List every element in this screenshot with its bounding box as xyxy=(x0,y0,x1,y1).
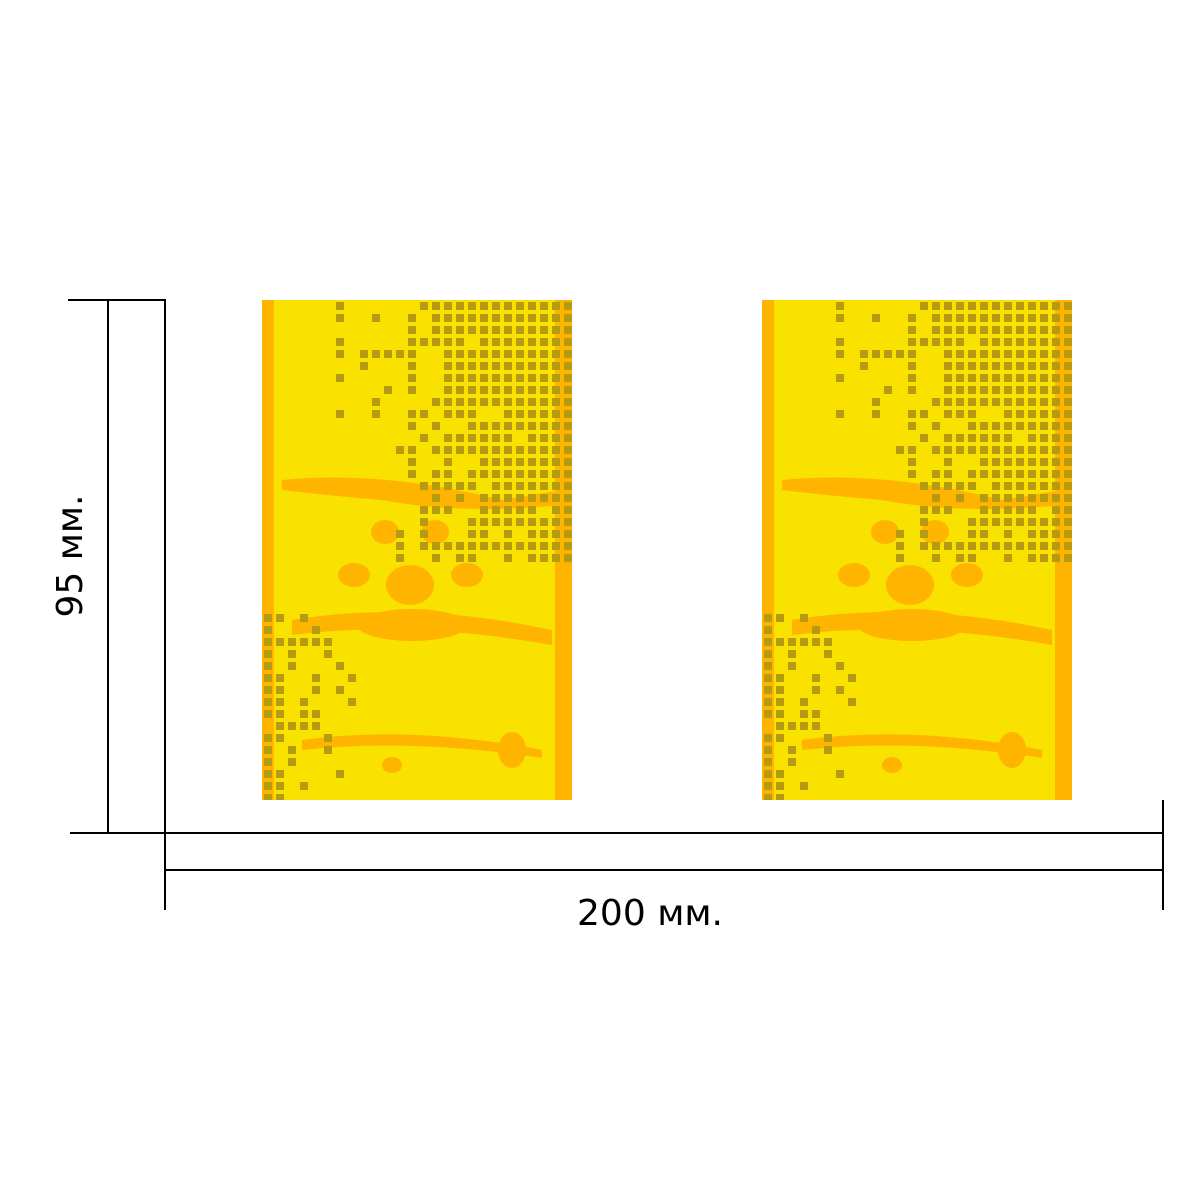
width-label: 200 мм. xyxy=(577,893,723,934)
panel-right xyxy=(762,300,1072,802)
height-label: 95 мм. xyxy=(50,494,91,617)
panel-left xyxy=(262,300,572,802)
width-dimension: 200 мм. xyxy=(164,800,1164,934)
height-dimension: 95 мм. xyxy=(50,299,166,834)
